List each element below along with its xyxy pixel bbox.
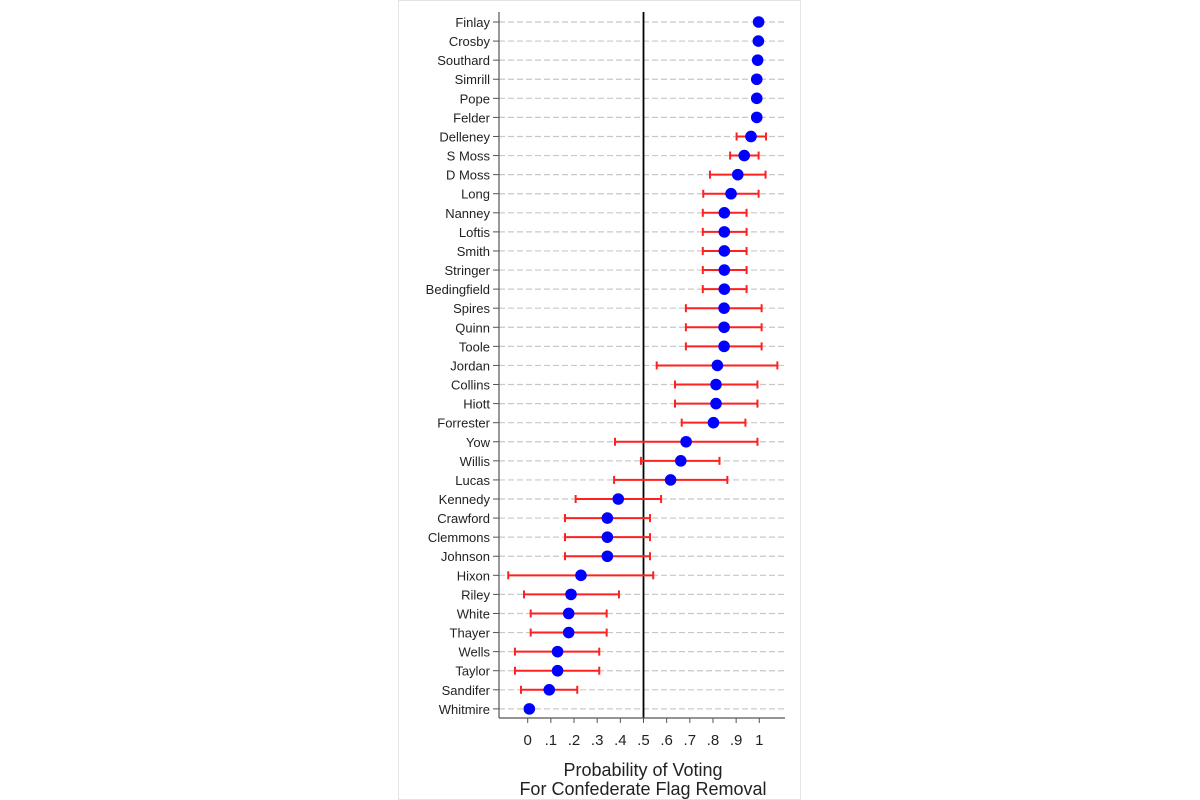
data-point [601, 550, 614, 563]
data-point [752, 35, 765, 47]
data-point [751, 54, 764, 66]
x-tick-label: .7 [684, 732, 697, 749]
data-point [551, 645, 564, 658]
data-point [738, 149, 751, 162]
y-tick-label: Smith [457, 244, 490, 259]
data-point [725, 187, 737, 200]
x-tick-label: 1 [755, 732, 763, 749]
data-point [543, 684, 556, 696]
data-point [710, 397, 722, 410]
x-tick-label: .6 [660, 732, 673, 749]
y-tick-label: Yow [466, 435, 491, 450]
y-tick-label: White [457, 606, 490, 621]
data-point [752, 16, 765, 28]
x-axis-title-line-1: Probability of Voting [563, 760, 722, 780]
x-tick-label: .8 [707, 732, 720, 749]
y-tick-label: Delleney [439, 129, 490, 144]
data-point [731, 168, 744, 181]
data-point [562, 607, 575, 620]
y-tick-label: Taylor [455, 664, 490, 679]
data-point [551, 664, 564, 677]
data-point [750, 92, 763, 105]
data-point [718, 302, 730, 315]
y-tick-label: Simrill [455, 72, 490, 87]
y-tick-label: Kennedy [439, 492, 491, 507]
y-tick-label: D Moss [446, 168, 491, 183]
y-tick-label: Collins [451, 378, 491, 393]
x-tick-label: .5 [637, 732, 650, 749]
y-tick-label: Stringer [444, 263, 490, 278]
x-tick-label: 0 [524, 732, 532, 749]
data-point [562, 626, 575, 639]
data-point [565, 588, 577, 601]
data-point [718, 283, 731, 295]
y-tick-label: Wells [458, 645, 490, 660]
y-tick-labels: Finlay Crosby Southard Simrill Pope Felder Del… [426, 15, 491, 717]
data-point [718, 245, 731, 257]
y-tick-label: Hiott [463, 397, 490, 412]
data-point [710, 378, 722, 391]
data-point [718, 340, 730, 353]
y-tick-label: Whitmire [439, 702, 490, 717]
y-tick-label: Thayer [450, 626, 491, 641]
y-tick-label: Crawford [437, 511, 490, 526]
data-point [718, 264, 731, 276]
y-tick-label: Quinn [455, 320, 490, 335]
data-point [674, 455, 687, 467]
data-point [707, 416, 720, 429]
y-tick-label: Willis [460, 454, 491, 469]
data-point [601, 512, 614, 524]
y-tick-label: Clemmons [428, 530, 491, 545]
y-tick-label: Johnson [441, 549, 490, 564]
y-tick-label: Loftis [459, 225, 491, 240]
y-tick-label: Southard [437, 53, 490, 68]
data-point [601, 531, 614, 543]
data-point [718, 226, 731, 238]
figure-frame [398, 0, 801, 800]
data-point [711, 359, 724, 372]
y-tick-label: Sandifer [442, 683, 491, 698]
y-tick-label: S Moss [447, 149, 491, 164]
data-points [523, 16, 765, 715]
x-tick-label: .2 [568, 732, 581, 749]
x-tick-label: .4 [614, 732, 627, 749]
y-tick-label: Jordan [450, 358, 490, 373]
y-tick-label: Finlay [455, 15, 490, 30]
x-tick-labels: 0 .1 .2 .3 .4 .5 .6 .7 .8 .9 1 [524, 732, 764, 749]
x-tick-label: .9 [730, 732, 743, 749]
data-point [750, 73, 763, 86]
x-axis-title-line-2: For Confederate Flag Removal [519, 779, 766, 799]
y-tick-label: Nanney [445, 206, 490, 221]
y-tick-label: Long [461, 187, 490, 202]
x-tick-label: .3 [591, 732, 604, 749]
data-point [523, 703, 536, 715]
x-tick-label: .1 [545, 732, 558, 749]
data-point [750, 111, 763, 124]
data-point [664, 474, 677, 486]
y-tick-label: Crosby [449, 34, 491, 49]
data-point [612, 493, 625, 505]
data-point [718, 321, 730, 334]
y-tick-label: Bedingfield [426, 282, 490, 297]
data-point [575, 569, 587, 582]
y-tick-label: Spires [453, 301, 490, 316]
y-tick-label: Toole [459, 339, 490, 354]
y-tick-label: Riley [461, 587, 490, 602]
data-point [680, 435, 692, 448]
y-tick-label: Forrester [437, 416, 490, 431]
y-tick-label: Felder [453, 110, 491, 125]
y-tick-label: Pope [460, 91, 490, 106]
y-tick-label: Hixon [457, 568, 490, 583]
y-tick-label: Lucas [455, 473, 490, 488]
axes [493, 12, 785, 723]
data-point [718, 207, 731, 219]
data-point [745, 130, 757, 143]
